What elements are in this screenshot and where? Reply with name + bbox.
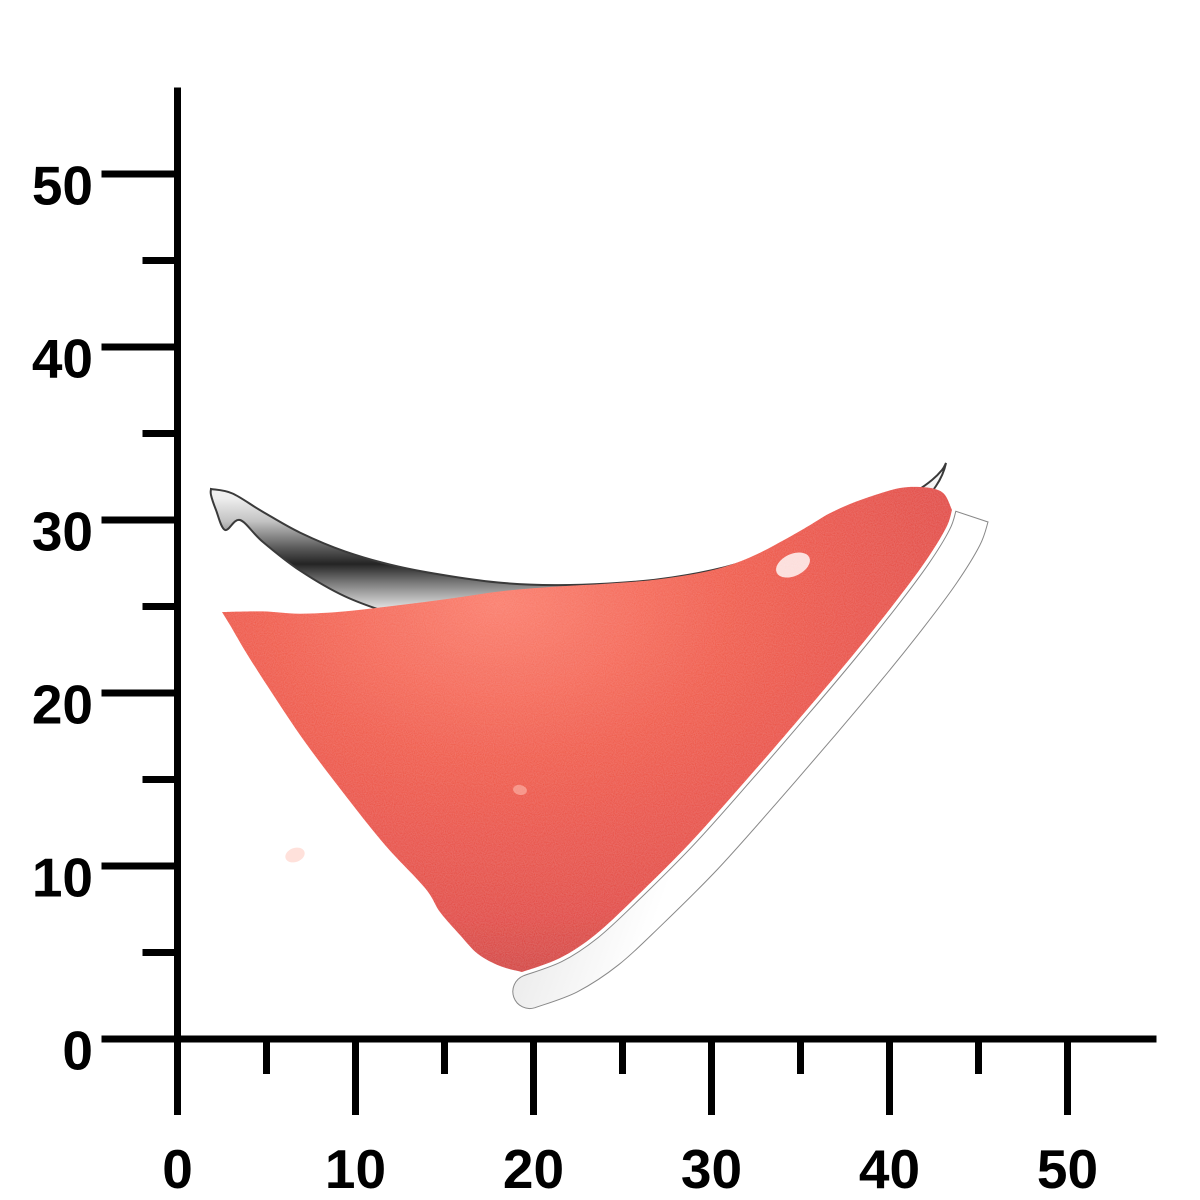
svg-text:50: 50 <box>1037 1138 1098 1200</box>
svg-text:0: 0 <box>62 1020 93 1082</box>
svg-text:20: 20 <box>32 674 93 736</box>
svg-text:10: 10 <box>325 1138 386 1200</box>
svg-text:0: 0 <box>162 1138 193 1200</box>
svg-text:30: 30 <box>681 1138 742 1200</box>
svg-text:40: 40 <box>859 1138 920 1200</box>
svg-text:50: 50 <box>32 155 93 217</box>
svg-text:30: 30 <box>32 501 93 563</box>
svg-text:10: 10 <box>32 847 93 909</box>
svg-text:20: 20 <box>503 1138 564 1200</box>
svg-text:40: 40 <box>32 328 93 390</box>
